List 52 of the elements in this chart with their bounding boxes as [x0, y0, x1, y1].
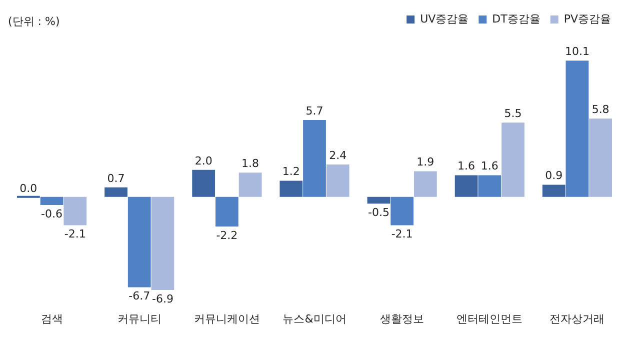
data-label: -0.5	[368, 206, 390, 219]
data-label: 5.5	[504, 107, 522, 120]
bar	[367, 196, 390, 204]
data-label: -6.9	[152, 292, 174, 306]
bar	[478, 175, 502, 197]
data-label: -2.1	[64, 228, 86, 241]
bar	[64, 196, 87, 226]
data-label: 5.8	[592, 102, 610, 116]
x-tick-label: 뉴스&미디어	[282, 312, 346, 326]
bar	[454, 175, 478, 197]
data-label: 2.0	[194, 154, 212, 168]
bar	[192, 170, 216, 197]
bar	[303, 120, 326, 197]
data-label: 0.7	[107, 172, 125, 185]
bar	[326, 164, 350, 197]
bar	[280, 180, 303, 197]
x-tick-label: 생활정보	[380, 312, 424, 326]
data-label: -0.6	[41, 207, 63, 220]
legend-label: PV증감율	[564, 12, 612, 26]
data-label: 0.0	[20, 182, 38, 196]
x-tick-label: 커뮤니티	[117, 312, 162, 326]
data-label: 2.4	[329, 148, 347, 162]
data-label: 1.2	[282, 165, 300, 178]
data-label: 1.9	[416, 156, 434, 169]
data-label: -6.7	[128, 290, 150, 303]
bar	[542, 184, 566, 197]
bar	[104, 187, 128, 197]
text: (단위 : %)	[8, 14, 60, 29]
data-label: 1.6	[458, 160, 476, 173]
bar	[589, 118, 612, 197]
bar	[390, 196, 414, 226]
x-tick-label: 엔터테인먼트	[456, 312, 523, 326]
x-tick-label: 검색	[40, 312, 63, 326]
bar	[128, 196, 151, 288]
data-label: 10.1	[564, 44, 590, 58]
bar	[238, 172, 262, 197]
bar	[40, 196, 64, 205]
data-label: 0.9	[545, 169, 563, 182]
bar	[414, 171, 437, 197]
x-tick-label: 커뮤니케이션	[194, 312, 260, 326]
bar	[502, 122, 524, 197]
bar	[566, 60, 589, 197]
x-tick-label: 전자상거래	[550, 312, 605, 326]
data-label: 1.6	[480, 160, 498, 173]
data-label: -2.1	[391, 228, 413, 241]
bar	[151, 196, 174, 290]
legend-label: UV증감율	[420, 12, 469, 26]
data-label: 1.8	[242, 156, 260, 170]
legend-label: DT증감율	[492, 12, 540, 26]
bar	[215, 196, 238, 227]
data-label: 5.7	[306, 104, 324, 118]
data-label: -2.2	[216, 228, 238, 242]
